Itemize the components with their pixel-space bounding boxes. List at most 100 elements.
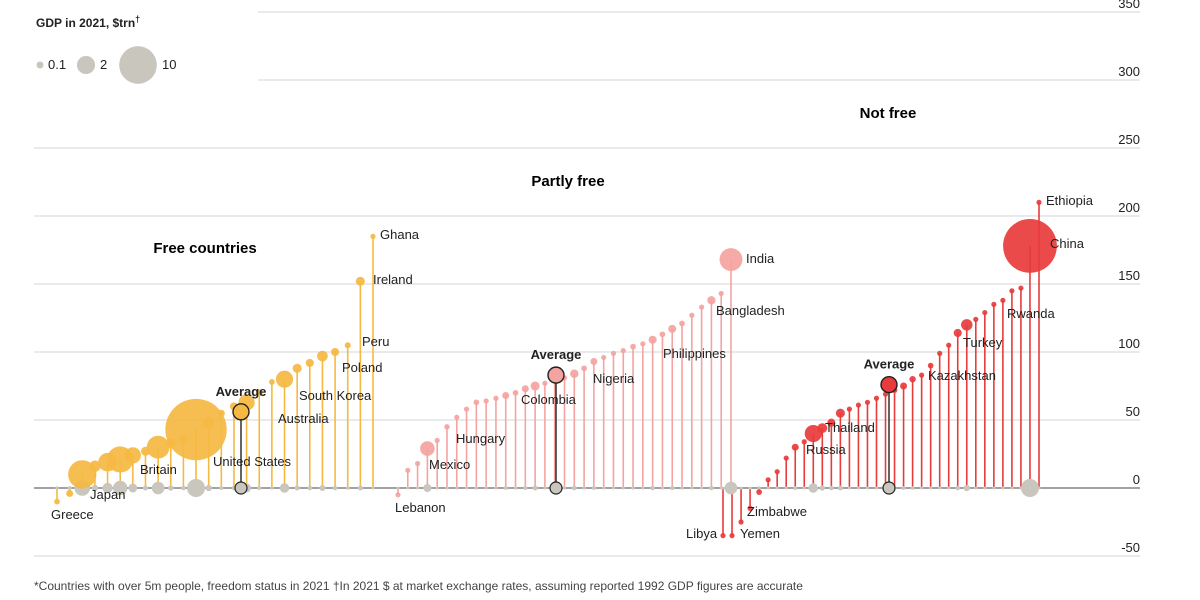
base-dot xyxy=(875,486,878,490)
country-dot xyxy=(719,248,743,271)
base-dot xyxy=(484,486,488,490)
base-dot xyxy=(513,486,518,490)
y-tick-label: 200 xyxy=(1118,200,1140,215)
base-dot xyxy=(91,484,99,492)
country-dot xyxy=(946,342,952,348)
country-dot xyxy=(305,358,314,367)
base-dot xyxy=(168,485,174,491)
base-dot xyxy=(929,486,933,490)
country-label: India xyxy=(746,251,775,266)
base-dot xyxy=(357,485,363,491)
base-dot xyxy=(523,486,528,490)
base-dot xyxy=(571,485,577,491)
base-dot xyxy=(396,486,400,490)
base-dot xyxy=(837,485,843,491)
country-dot xyxy=(864,399,871,405)
country-dot xyxy=(855,402,862,408)
country-dot xyxy=(747,505,753,511)
country-dot xyxy=(1036,199,1042,205)
y-tick-label: 350 xyxy=(1118,0,1140,11)
base-dot xyxy=(219,486,224,490)
labels-layer: Greece Japan Britain United States Australia… xyxy=(51,193,1094,541)
base-dot xyxy=(1010,486,1014,490)
country-dot xyxy=(1018,285,1024,291)
base-dot xyxy=(974,486,978,490)
country-label: Mexico xyxy=(429,457,470,472)
base-dot xyxy=(294,485,300,491)
base-dot xyxy=(455,486,459,490)
base-dot xyxy=(757,486,761,490)
country-dot xyxy=(444,424,450,430)
average-base-dot xyxy=(549,481,563,495)
country-dot xyxy=(355,276,365,286)
base-dot xyxy=(474,486,478,490)
base-dot xyxy=(435,486,439,490)
base-dot xyxy=(406,486,410,490)
base-dot xyxy=(346,486,350,490)
base-dot xyxy=(503,486,508,490)
y-tick-label: -50 xyxy=(1121,540,1140,555)
country-dot xyxy=(982,309,988,316)
base-dot xyxy=(955,485,960,491)
base-dot xyxy=(631,486,635,490)
y-tick-label: 0 xyxy=(1133,472,1140,487)
group-label-not-free: Not free xyxy=(860,105,917,122)
country-dot xyxy=(648,335,657,344)
country-dot xyxy=(791,443,799,451)
country-label: Colombia xyxy=(521,392,577,407)
base-dot xyxy=(1037,486,1041,490)
average-label: Average xyxy=(531,347,582,362)
legend-size-label: 2 xyxy=(100,57,107,72)
footnote: *Countries with over 5m people, freedom … xyxy=(34,579,803,593)
base-dot xyxy=(563,486,566,490)
base-dot xyxy=(1001,486,1005,490)
y-tick-label: 300 xyxy=(1118,64,1140,79)
country-dot xyxy=(919,372,925,378)
country-dot xyxy=(827,418,836,427)
country-dot xyxy=(756,489,762,495)
legend: GDP in 2021, $trn† 0.1 2 10 xyxy=(36,14,176,84)
country-dot xyxy=(542,380,548,386)
country-dot xyxy=(590,358,598,366)
legend-title: GDP in 2021, $trn† xyxy=(36,14,140,30)
country-dot xyxy=(699,304,705,310)
country-label: United States xyxy=(213,454,292,469)
base-dot xyxy=(128,483,138,493)
base-dot xyxy=(465,486,468,490)
country-dot xyxy=(817,423,828,434)
country-dot xyxy=(331,347,340,357)
group-label-free: Free countries xyxy=(153,240,256,257)
average-dot xyxy=(880,375,898,394)
base-dot xyxy=(332,485,338,491)
country-dot xyxy=(620,348,626,354)
legend-items: 0.1 2 10 xyxy=(36,46,176,84)
country-dot xyxy=(255,389,263,397)
country-dot xyxy=(718,290,724,297)
country-dot xyxy=(66,489,74,497)
base-dot xyxy=(920,486,924,490)
base-dot xyxy=(205,484,212,492)
base-dot xyxy=(700,486,704,490)
base-dot xyxy=(582,486,586,490)
country-dot xyxy=(581,365,587,372)
country-label: Russia xyxy=(806,442,847,457)
country-dot xyxy=(395,492,401,498)
country-label: Rwanda xyxy=(1007,306,1055,321)
country-dot xyxy=(801,439,807,445)
legend-size-marker xyxy=(119,46,157,84)
base-dot xyxy=(612,486,615,490)
base-dot xyxy=(416,486,420,490)
country-label: Australia xyxy=(278,411,329,426)
base-dot xyxy=(543,486,547,490)
country-dot xyxy=(165,398,227,461)
base-dot xyxy=(819,485,826,491)
base-dot xyxy=(739,486,743,490)
country-dot xyxy=(765,477,771,483)
country-label: Peru xyxy=(362,334,389,349)
country-dot xyxy=(54,498,60,505)
country-dot xyxy=(774,469,780,475)
country-dot xyxy=(493,395,499,401)
y-tick-label: 100 xyxy=(1118,336,1140,351)
country-dot xyxy=(835,408,845,418)
country-dot xyxy=(317,350,328,362)
